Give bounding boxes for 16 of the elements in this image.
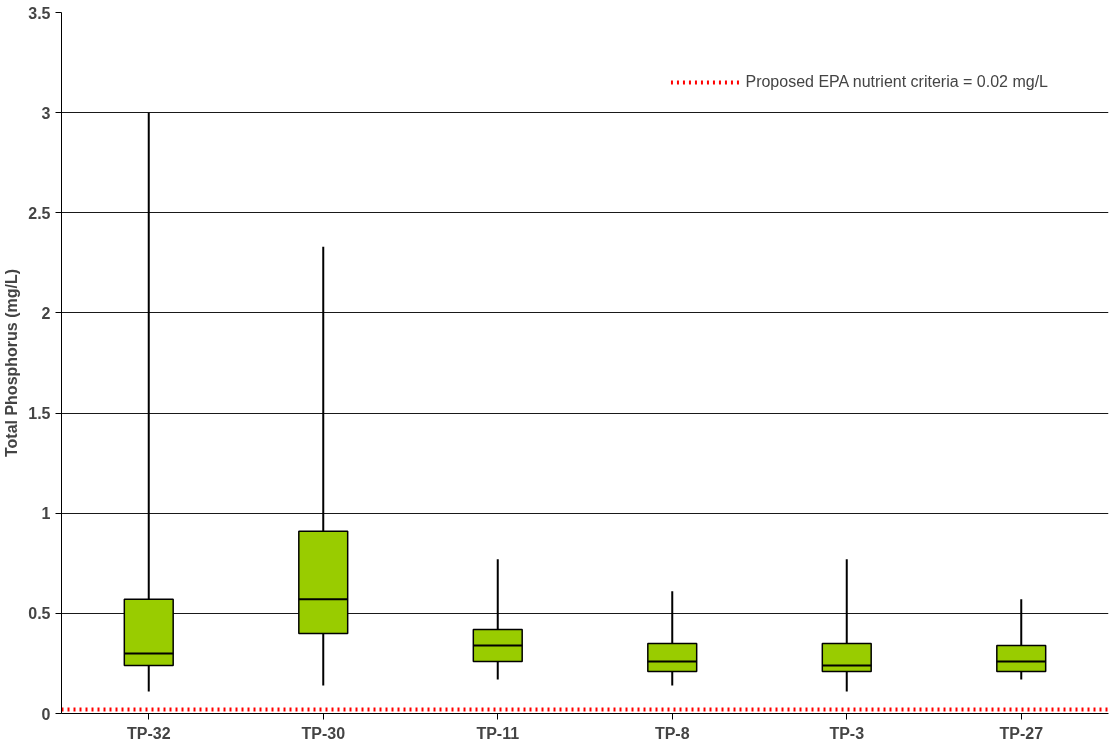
x-tick-label: TP-3 [829, 724, 865, 742]
y-tick-label: 3.5 [28, 4, 51, 22]
y-tick-label: 1.5 [28, 405, 51, 423]
y-tick-label: 1 [41, 505, 51, 523]
y-tick-label: 0.5 [28, 605, 51, 623]
x-tick-label: TP-30 [301, 724, 346, 742]
x-tick-label: TP-32 [126, 724, 171, 742]
y-tick-label: 2.5 [28, 204, 51, 222]
y-tick-label: 3 [41, 104, 51, 122]
x-tick-label: TP-27 [999, 724, 1044, 742]
y-axis-title: Total Phosphorus (mg/L) [3, 268, 21, 458]
x-tick-label: TP-11 [476, 724, 520, 742]
y-tick-label: 2 [41, 304, 51, 322]
y-tick-label: 0 [41, 705, 51, 723]
legend-label: Proposed EPA nutrient criteria = 0.02 mg/L [745, 73, 1048, 91]
x-tick-label: TP-8 [654, 724, 690, 742]
